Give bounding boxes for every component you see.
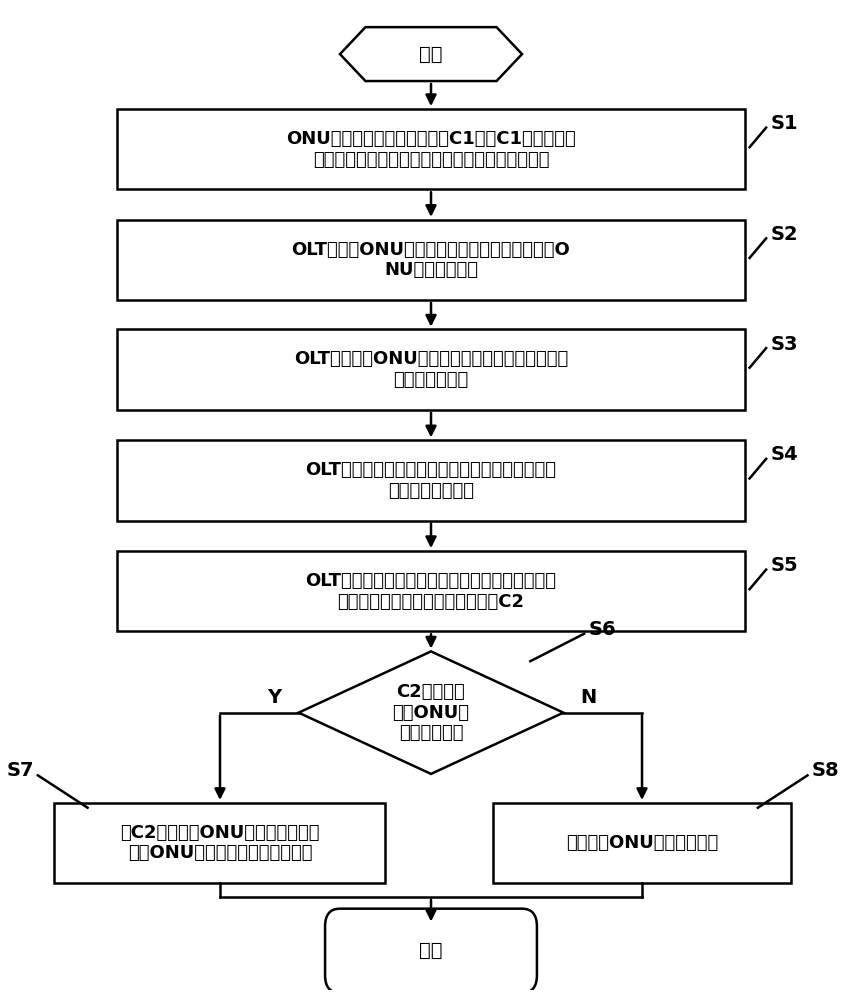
Text: 将C2作为当前ONU的波长通道，为
当前ONU配置带宽并进行带宽授权: 将C2作为当前ONU的波长通道，为 当前ONU配置带宽并进行带宽授权 (120, 824, 319, 862)
FancyBboxPatch shape (116, 329, 745, 410)
FancyBboxPatch shape (116, 440, 745, 521)
Polygon shape (298, 651, 563, 774)
Text: Y: Y (266, 688, 281, 707)
FancyBboxPatch shape (116, 220, 745, 300)
Text: OLT对当前ONU进行认证、注册和激活，使当前O
NU处于工作状态: OLT对当前ONU进行认证、注册和激活，使当前O NU处于工作状态 (291, 240, 570, 279)
Text: S5: S5 (770, 556, 797, 575)
Text: 开始: 开始 (418, 45, 443, 64)
FancyBboxPatch shape (54, 803, 385, 883)
Text: S8: S8 (811, 761, 839, 780)
Text: 告警提示ONU带宽资源不足: 告警提示ONU带宽资源不足 (565, 834, 717, 852)
Text: S3: S3 (770, 335, 797, 354)
Text: OLT对每个波长通道的剩余可分配带宽进行比较，
得到剩余带宽资源最多的波长通道C2: OLT对每个波长通道的剩余可分配带宽进行比较， 得到剩余带宽资源最多的波长通道C… (305, 572, 556, 611)
Text: S6: S6 (587, 620, 615, 639)
Text: S7: S7 (6, 761, 34, 780)
Text: N: N (579, 688, 596, 707)
FancyBboxPatch shape (116, 109, 745, 189)
Polygon shape (339, 27, 522, 81)
Text: ONU启动后随机选择波长通道C1，在C1上进行下行
帧同步、采集波长通道的通道信息和光路参数信息: ONU启动后随机选择波长通道C1，在C1上进行下行 帧同步、采集波长通道的通道信… (286, 130, 575, 169)
FancyBboxPatch shape (325, 909, 536, 993)
FancyBboxPatch shape (116, 551, 745, 631)
FancyBboxPatch shape (492, 803, 790, 883)
Text: S1: S1 (770, 114, 797, 133)
Text: S2: S2 (770, 225, 797, 244)
Text: OLT计算每个波长通道的上行剩余可分配带宽和下
行剩余可分配带宽: OLT计算每个波长通道的上行剩余可分配带宽和下 行剩余可分配带宽 (305, 461, 556, 500)
Text: OLT获取当前ONU的业务服务约定：上行服务带宽
和下行服务带宽: OLT获取当前ONU的业务服务约定：上行服务带宽 和下行服务带宽 (294, 350, 567, 389)
Text: 结束: 结束 (418, 941, 443, 960)
Text: S4: S4 (770, 445, 797, 464)
Text: C2是否满足
当前ONU的
业务服务约定: C2是否满足 当前ONU的 业务服务约定 (392, 683, 469, 742)
